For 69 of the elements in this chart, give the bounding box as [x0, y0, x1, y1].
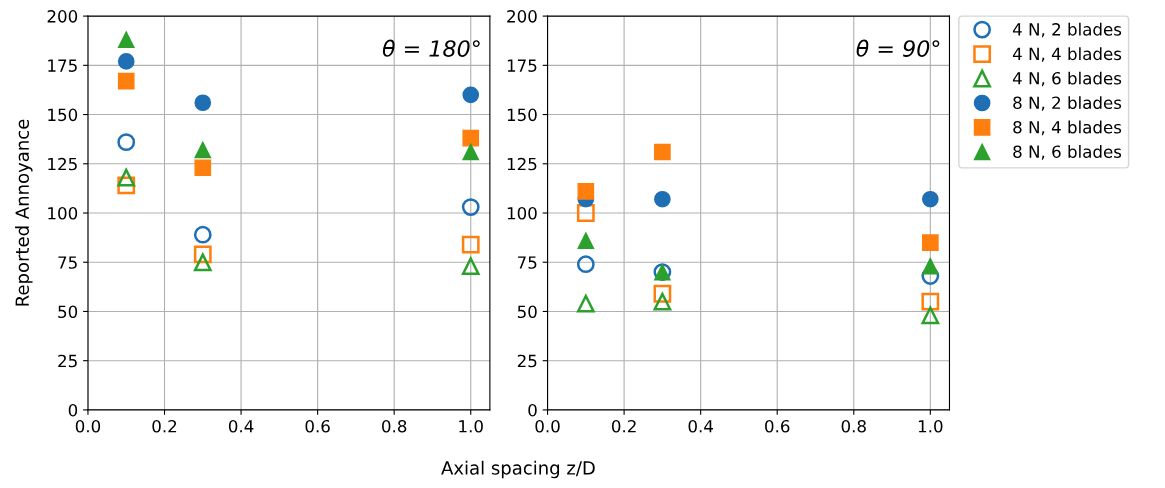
point: [117, 168, 136, 187]
x-tick-label: 1.0: [918, 419, 943, 433]
point: [117, 133, 136, 152]
legend-label: 8 N, 2 blades: [1013, 96, 1122, 111]
x-tick-label: 0.4: [688, 419, 713, 433]
y-tick-label: 50: [58, 305, 78, 319]
point: [193, 253, 212, 272]
x-axis-title: Axial spacing z/D: [441, 460, 595, 479]
point: [194, 94, 212, 112]
y-tick-label: 0: [68, 403, 78, 417]
x-tick-label: 0.4: [228, 419, 254, 433]
y-tick-label: 125: [48, 157, 77, 171]
point: [654, 190, 671, 208]
legend-label: 4 N, 2 blades: [1012, 22, 1122, 38]
point: [117, 72, 135, 90]
y-tick-label: 50: [517, 305, 537, 319]
y-tick-label: 75: [517, 256, 537, 269]
x-tick-label: 0.0: [535, 419, 560, 433]
legend-label: 4 N, 6 blades: [1012, 71, 1122, 87]
point: [576, 294, 595, 313]
y-tick-label: 125: [507, 157, 537, 171]
point: [194, 159, 212, 177]
y-axis-title: Reported Annoyance: [15, 119, 33, 306]
point: [462, 143, 480, 161]
y-tick-label: 25: [517, 354, 537, 368]
y-tick-label: 75: [58, 256, 77, 269]
x-tick-label: 0.6: [765, 419, 790, 433]
y-tick-label: 0: [528, 403, 537, 417]
x-tick-label: 0.0: [75, 419, 101, 433]
x-tick-label: 0.2: [152, 419, 177, 433]
point: [194, 141, 212, 159]
point: [117, 31, 135, 49]
y-tick-label: 25: [58, 354, 77, 368]
point: [577, 183, 595, 200]
point: [461, 198, 480, 216]
y-tick-label: 200: [47, 10, 78, 23]
point: [576, 204, 595, 222]
legend-label: 8 N, 4 blades: [1013, 120, 1122, 136]
y-tick-label: 100: [507, 206, 537, 220]
y-tick-label: 175: [507, 59, 537, 72]
point: [462, 129, 480, 147]
x-tick-label: 0.2: [611, 419, 636, 433]
x-tick-label: 0.8: [382, 419, 407, 433]
x-tick-label: 1.0: [459, 419, 483, 433]
y-tick-label: 150: [48, 108, 78, 122]
point: [922, 190, 939, 208]
point: [117, 53, 135, 70]
point: [922, 234, 939, 251]
y-tick-label: 175: [48, 59, 77, 72]
annotation: θ = 180°: [382, 39, 480, 57]
x-tick-label: 0.6: [305, 419, 330, 433]
point: [461, 257, 480, 276]
point: [921, 292, 940, 311]
point: [462, 86, 480, 104]
legend-label: 4 N, 4 blades: [1012, 47, 1122, 62]
y-tick-label: 200: [507, 10, 537, 23]
point: [576, 255, 595, 274]
y-tick-label: 100: [48, 206, 78, 220]
point: [921, 306, 940, 325]
point: [654, 143, 671, 161]
point: [653, 292, 672, 311]
y-tick-label: 150: [507, 108, 537, 122]
x-tick-label: 0.8: [841, 419, 866, 433]
point: [577, 232, 595, 249]
point: [193, 225, 212, 244]
point: [922, 257, 939, 275]
point: [461, 235, 480, 254]
legend-label: 8 N, 6 blades: [1013, 145, 1122, 160]
annotation: θ = 90°: [856, 39, 940, 57]
